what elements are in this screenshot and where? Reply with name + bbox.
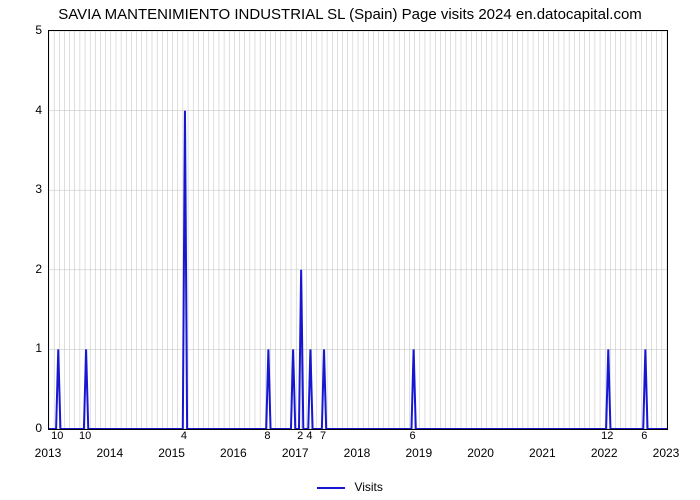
y-tick-label: 5 [26,23,42,37]
y-tick-label: 2 [26,262,42,276]
plot-svg [49,31,667,429]
chart-container: SAVIA MANTENIMIENTO INDUSTRIAL SL (Spain… [0,0,700,500]
x-tick-label: 2018 [344,446,371,460]
x-tick-label: 2022 [591,446,618,460]
legend-swatch [317,487,345,489]
y-tick-label: 3 [26,182,42,196]
x-tick-label: 2016 [220,446,247,460]
peak-label: 4 [306,430,312,442]
x-tick-label: 2013 [35,446,62,460]
x-tick-label: 2023 [653,446,680,460]
peak-label: 4 [181,430,187,442]
plot-area [48,30,668,430]
x-tick-label: 2017 [282,446,309,460]
y-tick-label: 0 [26,421,42,435]
legend: Visits [0,480,700,494]
chart-title: SAVIA MANTENIMIENTO INDUSTRIAL SL (Spain… [0,6,700,23]
x-tick-label: 2015 [158,446,185,460]
y-tick-label: 1 [26,341,42,355]
x-tick-label: 2020 [467,446,494,460]
peak-label: 6 [410,430,416,442]
legend-label: Visits [354,480,382,494]
y-tick-label: 4 [26,103,42,117]
peak-label: 2 [297,430,303,442]
peak-label: 7 [320,430,326,442]
peak-label: 6 [641,430,647,442]
peak-label: 8 [264,430,270,442]
x-tick-label: 2021 [529,446,556,460]
peak-label: 12 [601,430,613,442]
x-tick-label: 2019 [405,446,432,460]
peak-label: 10 [51,430,63,442]
x-tick-label: 2014 [96,446,123,460]
peak-label: 10 [79,430,91,442]
